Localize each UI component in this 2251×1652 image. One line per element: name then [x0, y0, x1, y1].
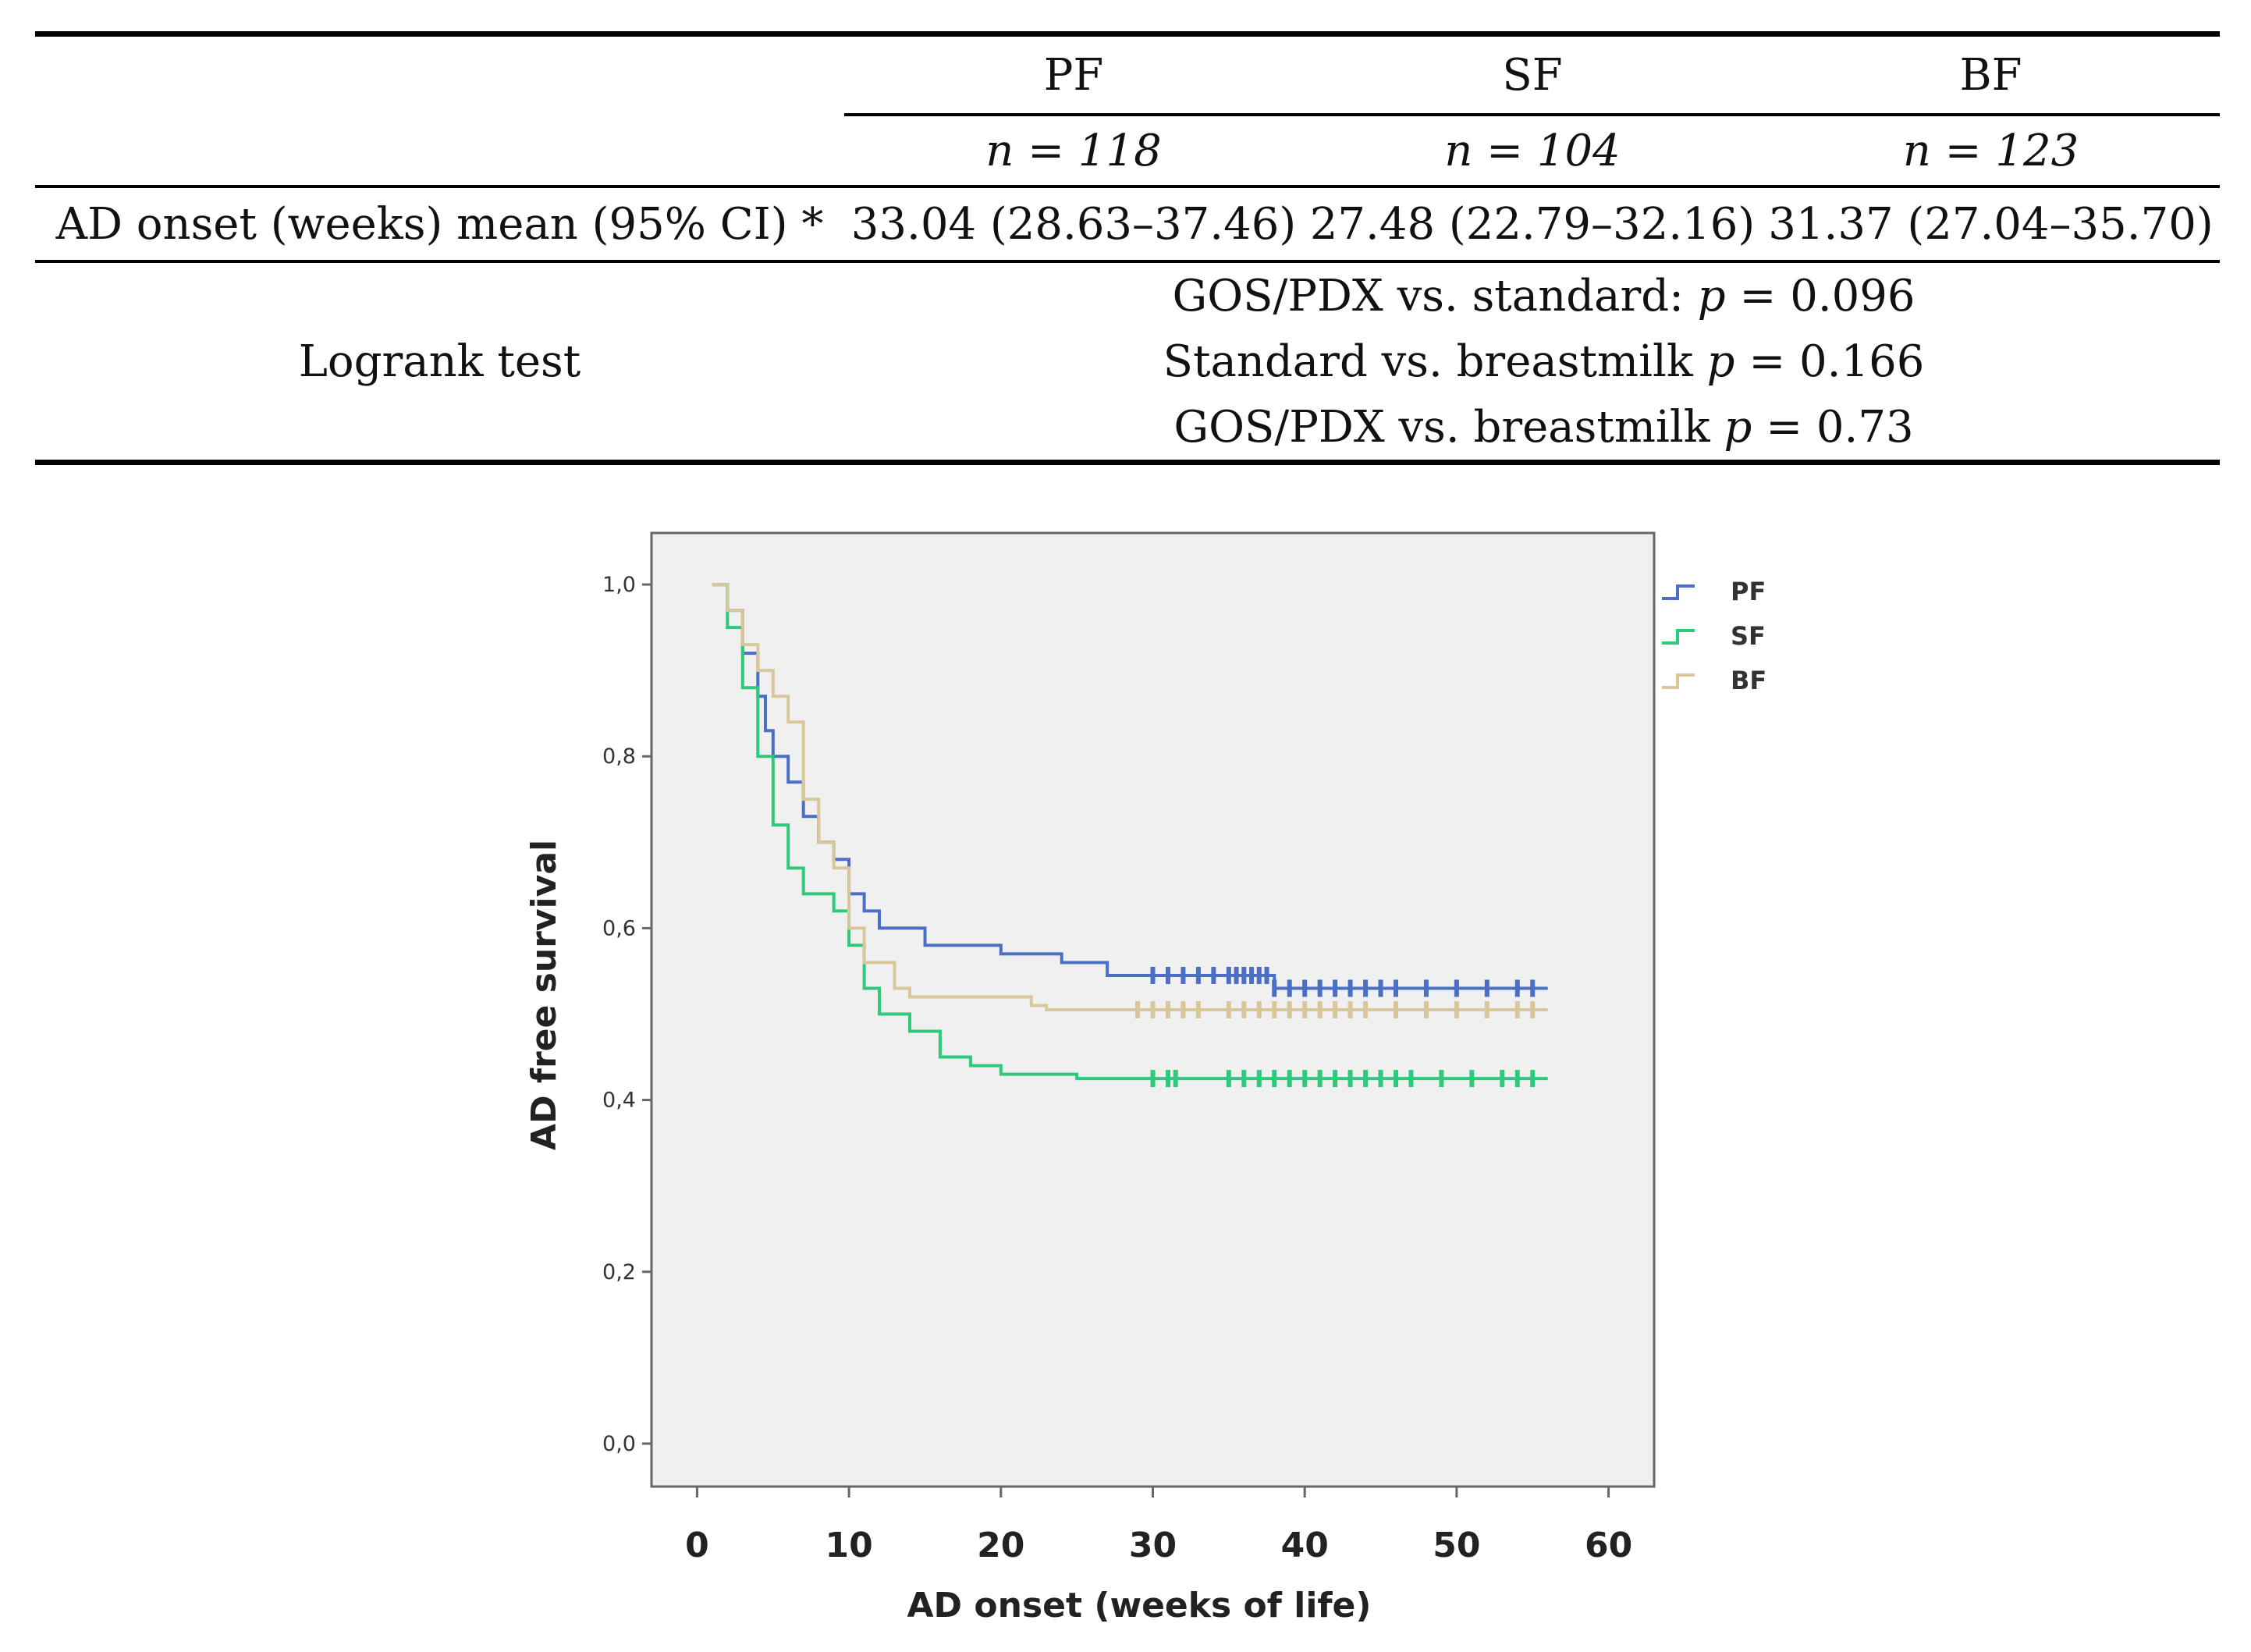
logrank-comparison: GOS/PDX vs. standard: [1172, 270, 1684, 322]
group-header-bf: BF [1762, 31, 2220, 116]
header-empty-cell [35, 31, 844, 115]
x-axis-title: AD onset (weeks of life) [907, 1586, 1372, 1625]
x-tick-label: 30 [1129, 1526, 1177, 1565]
legend-swatch [1662, 673, 1695, 689]
y-axis-title: AD free survival [524, 840, 564, 1150]
n-value-bf: n = 123 [1902, 125, 2079, 176]
statistics-table: PF SF BF n = 118 n = 104 n = 123 AD onse… [35, 31, 2220, 465]
p-value: = 0.096 [1739, 270, 1915, 322]
series-bf [712, 583, 1548, 1018]
group-header-pf: PF [844, 31, 1303, 116]
x-tick-label: 0 [685, 1526, 709, 1565]
legend-label: PF [1731, 577, 1766, 606]
x-tick-label: 20 [977, 1526, 1024, 1565]
logrank-label: Logrank test [35, 261, 844, 465]
legend: PF SF BF [1662, 577, 1766, 695]
ad-onset-sf: 27.48 (22.79–32.16) [1303, 185, 1762, 263]
x-tick-label: 60 [1585, 1526, 1632, 1565]
y-tick-label: 0,0 [602, 1432, 636, 1456]
x-tick-label: 50 [1433, 1526, 1480, 1565]
series-layer [712, 583, 1548, 1088]
logrank-comparison: Standard vs. breastmilk [1163, 336, 1693, 387]
y-axis: 0,0 0,2 0,4 0,6 0,8 1,0 [602, 573, 652, 1456]
ad-onset-bf: 31.37 (27.04–35.70) [1762, 185, 2220, 263]
p-symbol: p [1697, 270, 1726, 322]
x-tick-label: 40 [1281, 1526, 1329, 1565]
n-value-pf: n = 118 [985, 125, 1162, 176]
p-symbol: p [1706, 336, 1735, 387]
p-value: = 0.73 [1766, 401, 1914, 453]
legend-swatch [1662, 629, 1695, 645]
group-header-sf: SF [1303, 31, 1762, 116]
ad-onset-pf: 33.04 (28.63–37.46) [844, 185, 1303, 263]
p-symbol: p [1724, 401, 1752, 453]
n-value-sf: n = 104 [1444, 125, 1621, 176]
p-value: = 0.166 [1749, 336, 1925, 387]
ad-onset-label: AD onset (weeks) mean (95% CI) * [35, 185, 844, 263]
logrank-row: Standard vs. breastmilk p = 0.166 [844, 329, 2220, 394]
x-axis: 0 10 20 30 40 50 60 [685, 1487, 1632, 1565]
survival-curve-bf [712, 583, 1548, 1011]
legend-swatch [1662, 584, 1695, 600]
legend-label: SF [1731, 621, 1766, 651]
logrank-row: GOS/PDX vs. standard: p = 0.096 [844, 261, 2220, 329]
y-tick-label: 1,0 [602, 573, 636, 597]
logrank-row: GOS/PDX vs. breastmilk p = 0.73 [844, 394, 2220, 465]
x-tick-label: 10 [825, 1526, 872, 1565]
y-tick-label: 0,6 [602, 916, 636, 940]
y-tick-label: 0,4 [602, 1089, 636, 1113]
legend-label: BF [1731, 666, 1766, 695]
y-tick-label: 0,8 [602, 744, 636, 769]
logrank-comparison: GOS/PDX vs. breastmilk [1173, 401, 1710, 453]
y-tick-label: 0,2 [602, 1260, 636, 1284]
